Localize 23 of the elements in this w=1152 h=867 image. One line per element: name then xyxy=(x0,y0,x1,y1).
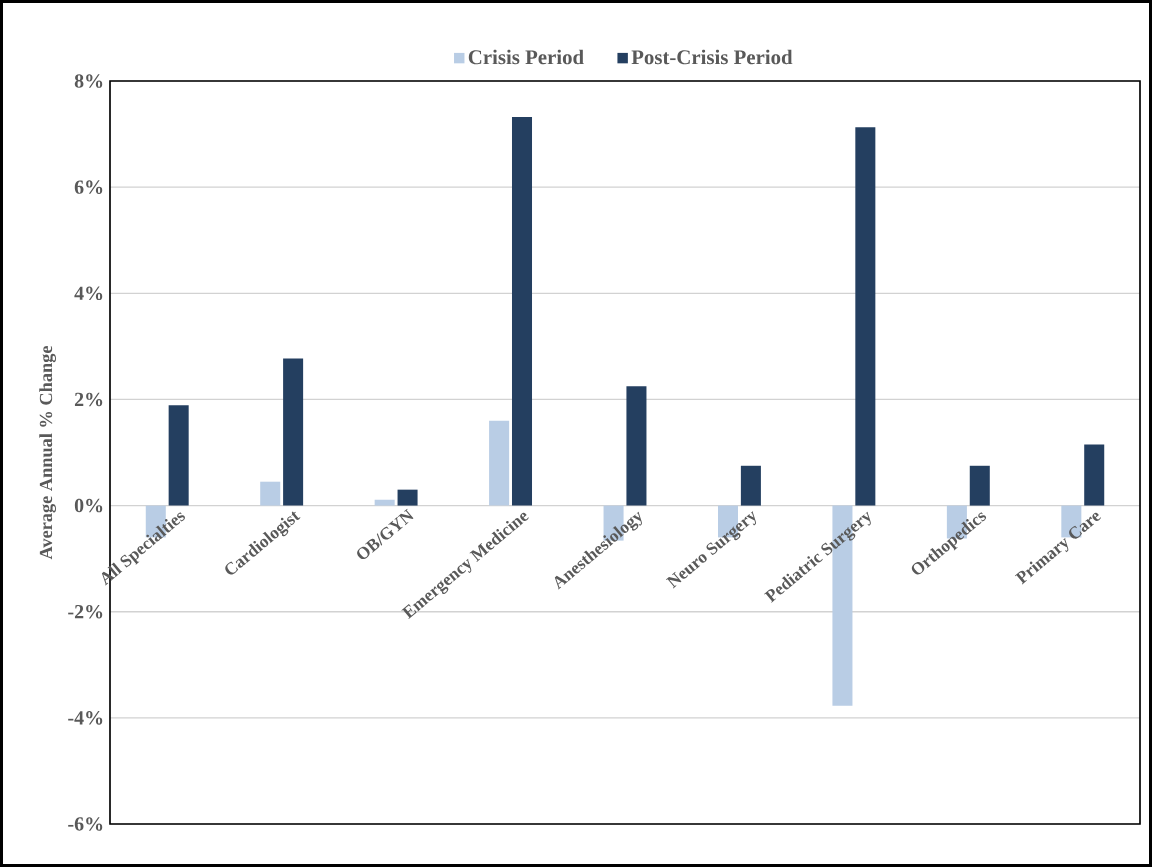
legend-label: Post-Crisis Period xyxy=(631,49,793,65)
bar xyxy=(969,465,990,506)
bar xyxy=(489,420,510,506)
bar xyxy=(283,358,304,506)
y-tick-label: -6% xyxy=(68,817,103,831)
y-tick-label: 4% xyxy=(74,286,103,301)
bar xyxy=(260,481,281,506)
y-tick-label: 0% xyxy=(74,498,103,513)
bar xyxy=(740,465,761,506)
legend-label: Crisis Period xyxy=(468,49,584,65)
y-tick-label: 6% xyxy=(74,180,103,194)
bar xyxy=(168,405,189,506)
bar xyxy=(397,489,418,506)
bar xyxy=(626,386,647,506)
bar xyxy=(511,117,533,506)
bar xyxy=(1084,444,1105,506)
y-tick-label: -4% xyxy=(68,711,103,725)
y-tick-label: 8% xyxy=(74,74,103,88)
bar xyxy=(374,499,395,506)
bar xyxy=(855,127,876,506)
y-axis-title: Average Annual % Change xyxy=(39,345,57,560)
y-tick-label: 2% xyxy=(74,392,103,407)
y-tick-label: -2% xyxy=(68,604,103,619)
